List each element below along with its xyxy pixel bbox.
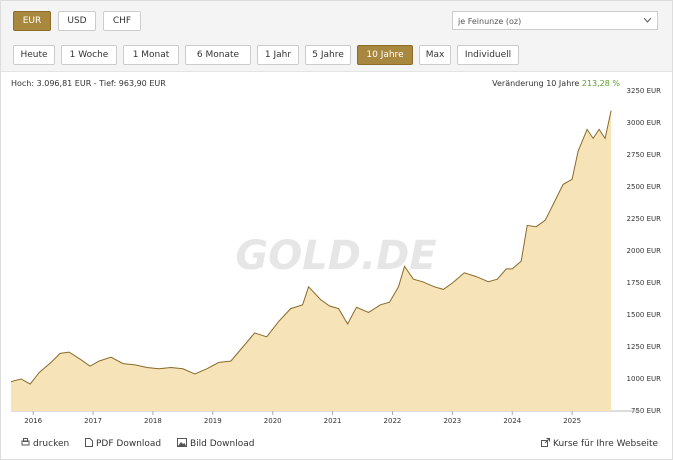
- range-button[interactable]: Individuell: [457, 45, 519, 65]
- x-tick-label: 2022: [384, 417, 402, 425]
- x-tick-label: 2016: [24, 417, 42, 425]
- icon: [85, 438, 93, 447]
- currency-button[interactable]: EUR: [13, 11, 51, 31]
- x-tick-label: 2025: [563, 417, 581, 425]
- y-tick-label: 1750 EUR: [627, 279, 662, 287]
- y-tick-label: 1250 EUR: [627, 343, 662, 351]
- y-tick-label: 3000 EUR: [627, 119, 662, 127]
- range-button[interactable]: 1 Jahr: [257, 45, 299, 65]
- link-text: drucken: [33, 439, 70, 449]
- x-tick-label: 2021: [324, 417, 342, 425]
- widget-link[interactable]: Kurse für Ihre Webseite: [541, 438, 658, 449]
- unit-select[interactable]: je Feinunze (oz): [452, 11, 658, 30]
- currency-button[interactable]: USD: [58, 11, 96, 31]
- range-button[interactable]: 6 Monate: [185, 45, 251, 65]
- range-button[interactable]: 5 Jahre: [305, 45, 351, 65]
- icon: [541, 438, 550, 447]
- icon: [21, 438, 30, 446]
- y-tick-label: 1500 EUR: [627, 311, 662, 319]
- y-tick-label: 1000 EUR: [627, 375, 662, 383]
- y-tick-label: 2000 EUR: [627, 247, 662, 255]
- link-text: Bild Download: [190, 439, 255, 449]
- change: Veränderung 10 Jahre 213,28 %: [492, 79, 620, 88]
- currency-button[interactable]: CHF: [103, 11, 141, 31]
- range-button[interactable]: 1 Monat: [123, 45, 179, 65]
- x-tick-label: 2024: [503, 417, 521, 425]
- x-tick-label: 2023: [443, 417, 461, 425]
- x-tick-label: 2017: [84, 417, 102, 425]
- icon: [177, 438, 187, 447]
- x-tick-label: 2018: [144, 417, 162, 425]
- line: [10, 110, 612, 385]
- y-tick-label: 2250 EUR: [627, 215, 662, 223]
- link-text: Kurse für Ihre Webseite: [553, 439, 659, 449]
- pdf-link[interactable]: PDF Download: [85, 438, 161, 449]
- y-tick-label: 750 EUR: [631, 407, 661, 415]
- high-low: Hoch: 3.096,81 EUR - Tief: 963,90 EUR: [11, 79, 166, 88]
- range-button[interactable]: Heute: [13, 45, 55, 65]
- y-tick-label: 2500 EUR: [627, 183, 662, 191]
- image-link[interactable]: Bild Download: [177, 438, 255, 449]
- range-button[interactable]: 10 Jahre: [357, 45, 413, 65]
- select-arrow: [644, 18, 651, 23]
- area: [11, 110, 612, 411]
- x-tick-label: 2020: [264, 417, 282, 425]
- link-text: PDF Download: [96, 439, 162, 449]
- select-text: je Feinunze (oz): [458, 17, 522, 26]
- y-tick-label: 2750 EUR: [627, 151, 662, 159]
- change-label: Veränderung 10 Jahre: [492, 79, 580, 88]
- change-value: 213,28 %: [581, 79, 620, 88]
- x-tick-label: 2019: [204, 417, 222, 425]
- range-button[interactable]: 1 Woche: [61, 45, 117, 65]
- range-button[interactable]: Max: [419, 45, 451, 65]
- y-tick-label: 3250 EUR: [627, 87, 662, 95]
- print-link[interactable]: drucken: [21, 438, 69, 449]
